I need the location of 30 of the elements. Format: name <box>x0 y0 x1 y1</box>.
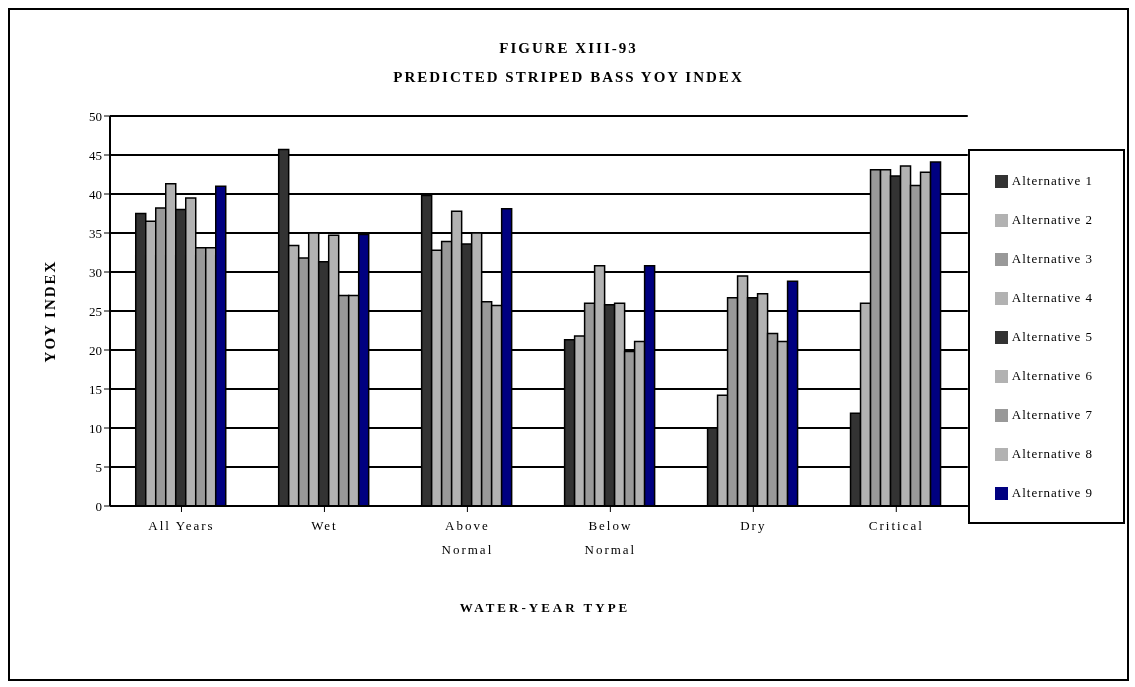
y-axis-title: YOY INDEX <box>42 259 59 363</box>
chart-title: FIGURE XIII-93 <box>498 40 639 57</box>
legend-label: Alternative 5 <box>1011 328 1093 344</box>
y-tick-label: 10 <box>89 420 102 436</box>
y-tick-label: 15 <box>89 381 102 397</box>
y-tick-label: 25 <box>89 303 102 319</box>
legend-label: Alternative 4 <box>1011 289 1093 305</box>
chart-subtitle: PREDICTED STRIPED BASS YOY INDEX <box>392 69 745 86</box>
x-tick-label: Critical <box>868 518 924 533</box>
x-tick-label: Dry <box>740 518 767 533</box>
legend-label: Alternative 7 <box>1011 406 1093 422</box>
legend-label: Alternative 3 <box>1011 250 1093 266</box>
legend-label: Alternative 8 <box>1011 445 1093 461</box>
y-tick-label: 50 <box>89 108 102 124</box>
y-tick-label: 20 <box>89 342 102 358</box>
x-tick-label: All Years <box>148 518 215 533</box>
y-tick-label: 40 <box>89 186 102 202</box>
x-tick-label: Wet <box>311 518 338 533</box>
y-tick-label: 5 <box>95 459 102 475</box>
legend-label: Alternative 2 <box>1011 211 1093 227</box>
y-tick-label: 35 <box>89 225 102 241</box>
y-tick-label: 45 <box>89 147 102 163</box>
x-tick-label: Above Normal <box>441 518 494 557</box>
x-tick-label: Below Normal <box>584 518 637 557</box>
y-tick-label: 30 <box>89 264 102 280</box>
x-axis-title: WATER-YEAR TYPE <box>458 600 632 616</box>
legend-label: Alternative 1 <box>1011 172 1093 188</box>
y-tick-label: 0 <box>95 498 102 514</box>
legend-label: Alternative 6 <box>1011 367 1093 383</box>
legend-label: Alternative 9 <box>1011 484 1093 500</box>
